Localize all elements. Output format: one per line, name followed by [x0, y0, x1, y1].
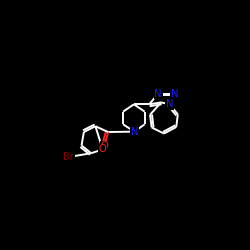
Text: O: O	[100, 141, 108, 151]
Text: N: N	[154, 88, 162, 99]
Text: O: O	[99, 144, 106, 154]
Text: N: N	[166, 99, 173, 109]
Text: N: N	[130, 127, 138, 137]
Text: N: N	[171, 88, 178, 99]
Text: Br: Br	[63, 152, 74, 162]
